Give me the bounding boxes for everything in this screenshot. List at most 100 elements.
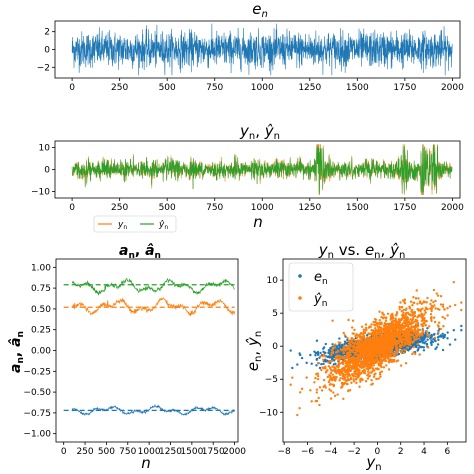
scatter-point-yhat: [370, 332, 373, 335]
scatter-point-yhat: [378, 373, 382, 376]
scatter-point-yhat: [418, 334, 421, 338]
x-tick-label: 1000: [251, 203, 274, 213]
scatter-point-yhat: [345, 346, 348, 350]
scatter-point-yhat: [432, 300, 435, 304]
scatter-point-yhat: [339, 370, 342, 373]
scatter-point-yhat: [362, 351, 366, 354]
scatter-point-yhat: [400, 342, 404, 345]
scatter-point-yhat: [416, 334, 419, 337]
panel-scatter-legend: en ŷn: [288, 262, 354, 312]
scatter-point-yhat: [403, 348, 406, 352]
scatter-point-yhat: [390, 358, 394, 362]
scatter-point-yhat: [392, 327, 395, 331]
scatter-point-yhat: [353, 342, 357, 345]
y-tick-label: −5: [265, 375, 278, 385]
scatter-point-yhat: [370, 328, 373, 332]
scatter-point-en: [298, 352, 301, 355]
legend-box: [288, 262, 354, 312]
scatter-point-yhat: [416, 328, 420, 331]
scatter-point-yhat: [332, 383, 336, 387]
x-tick-label: 250: [111, 203, 128, 213]
scatter-point-yhat: [375, 350, 378, 353]
scatter-point-yhat: [383, 325, 386, 329]
scatter-point-yhat: [350, 339, 353, 342]
scatter-point-yhat: [379, 341, 382, 344]
scatter-point-en: [336, 346, 339, 350]
scatter-point-yhat: [406, 328, 409, 331]
scatter-point-yhat: [426, 333, 429, 336]
scatter-point-yhat: [332, 391, 335, 394]
scatter-point-yhat: [327, 361, 330, 364]
scatter-point-en: [416, 349, 419, 352]
panel-scatter-xlabel: yn: [365, 453, 381, 473]
scatter-point-yhat: [359, 360, 363, 363]
scatter-point-yhat: [368, 356, 371, 360]
scatter-point-yhat: [402, 316, 405, 319]
scatter-point-yhat: [360, 356, 363, 359]
scatter-point-yhat: [338, 379, 341, 382]
scatter-point-yhat: [401, 324, 404, 328]
scatter-point-yhat: [400, 306, 403, 309]
scatter-point-yhat: [347, 345, 351, 348]
x-tick-label: 1750: [393, 203, 416, 213]
scatter-point-en: [322, 362, 325, 366]
x-tick-label: 1000: [138, 447, 161, 457]
scatter-point-yhat: [415, 336, 418, 339]
scatter-point-yhat: [363, 355, 366, 359]
scatter-point-yhat: [404, 343, 407, 346]
scatter-point-yhat: [420, 323, 423, 326]
scatter-point-yhat: [367, 326, 371, 329]
scatter-point-yhat: [366, 360, 369, 364]
scatter-point-yhat: [408, 305, 411, 308]
scatter-point-yhat: [420, 312, 423, 315]
scatter-point-yhat: [347, 318, 350, 322]
scatter-point-yhat: [414, 338, 418, 341]
scatter-point-yhat: [363, 331, 366, 334]
scatter-point-yhat: [396, 323, 399, 327]
scatter-point-yhat: [359, 342, 363, 346]
scatter-point-yhat: [392, 354, 396, 358]
scatter-point-yhat: [412, 335, 416, 339]
scatter-point-yhat: [421, 334, 424, 337]
scatter-point-yhat: [291, 376, 294, 379]
scatter-point-yhat: [436, 307, 440, 311]
scatter-point-en: [421, 339, 424, 342]
scatter-point-yhat: [376, 341, 379, 344]
scatter-point-en: [315, 339, 319, 342]
scatter-point-yhat: [380, 370, 384, 373]
y-tick-label: −1.00: [23, 430, 51, 440]
scatter-point-yhat: [310, 400, 313, 403]
scatter-point-yhat: [367, 365, 371, 369]
scatter-point-yhat: [426, 296, 429, 300]
scatter-point-yhat: [316, 374, 320, 378]
scatter-point-yhat: [442, 325, 445, 328]
scatter-point-yhat: [411, 311, 415, 314]
scatter-point-en: [436, 343, 440, 346]
scatter-point-en: [320, 362, 323, 366]
x-tick-label: −4: [324, 447, 338, 457]
scatter-point-yhat: [324, 355, 327, 358]
scatter-point-yhat: [382, 313, 386, 316]
scatter-point-yhat: [343, 369, 346, 372]
scatter-point-yhat: [349, 362, 352, 365]
scatter-point-yhat: [381, 335, 384, 338]
scatter-point-yhat: [370, 360, 373, 363]
scatter-point-yhat: [383, 357, 386, 360]
scatter-point-yhat: [388, 323, 391, 326]
scatter-point-yhat: [382, 344, 385, 347]
scatter-point-yhat: [425, 330, 429, 333]
scatter-point-yhat: [425, 307, 428, 311]
scatter-point-yhat: [389, 318, 392, 321]
scatter-point-yhat: [379, 362, 383, 366]
scatter-point-yhat: [326, 375, 330, 379]
scatter-point-yhat: [414, 297, 418, 300]
scatter-point-yhat: [363, 334, 366, 338]
scatter-point-yhat: [391, 316, 394, 319]
scatter-point-yhat: [399, 344, 403, 347]
scatter-point-yhat: [364, 364, 368, 368]
scatter-point-yhat: [410, 308, 414, 312]
scatter-point-yhat: [372, 335, 375, 338]
scatter-point-yhat: [338, 362, 341, 366]
y-tick-label: 0.25: [31, 326, 51, 336]
y-tick-label: 0.75: [31, 284, 51, 294]
